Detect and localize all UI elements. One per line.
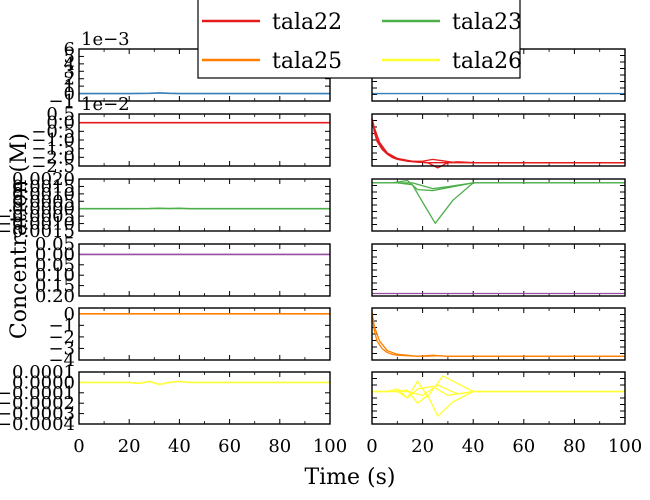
subplot-r3-c1: 0.00200.00150.00100.00050.0000−0.0005−0.… bbox=[0, 169, 331, 242]
x-tick-label: 40 bbox=[462, 436, 485, 457]
x-tick-label: 20 bbox=[118, 436, 141, 457]
legend-label-tala23: tala23 bbox=[452, 10, 522, 35]
y-tick-label: 3 bbox=[64, 61, 75, 82]
series-line-1 bbox=[79, 380, 330, 386]
y-tick-label: −0.5 bbox=[31, 121, 75, 142]
axes-frame bbox=[371, 178, 626, 232]
y-tick-label: 0.0000 bbox=[12, 199, 75, 220]
x-tick-label: 60 bbox=[218, 436, 241, 457]
series-line-2 bbox=[372, 389, 625, 417]
legend-label-tala25: tala25 bbox=[272, 49, 342, 74]
series-line-1 bbox=[372, 179, 625, 192]
y-tick-label: 0.20 bbox=[35, 286, 75, 307]
y-tick-label: 6 bbox=[64, 39, 75, 60]
y-tick-label: −1 bbox=[48, 315, 75, 336]
y-tick-label: 4 bbox=[64, 54, 75, 75]
y-tick-label: 0 bbox=[64, 304, 75, 325]
y-tick-label: 0.15 bbox=[35, 276, 75, 297]
x-tick-label: 80 bbox=[268, 436, 291, 457]
series-line-1 bbox=[79, 92, 330, 95]
series-line-1 bbox=[371, 312, 625, 357]
x-tick-label: 100 bbox=[608, 436, 642, 457]
axes-frame bbox=[78, 243, 331, 297]
y-tick-label: −0.0015 bbox=[0, 221, 75, 242]
y-tick-label: 0.05 bbox=[35, 234, 75, 255]
axes-frame bbox=[371, 243, 626, 297]
y-tick-label: 2 bbox=[64, 69, 75, 90]
y-tick-label: 0.10 bbox=[35, 265, 75, 286]
subplot-r4-c1: 0.050.000.050.100.150.20 bbox=[35, 234, 331, 307]
y-tick-label: −0.0003 bbox=[0, 404, 75, 425]
subplot-grid: 6543210−11e−30.50.0−0.5−1.0−1.5−2.0−2.51… bbox=[0, 29, 642, 457]
series-line-3 bbox=[372, 182, 625, 190]
y-tick-label: −2.5 bbox=[31, 156, 75, 177]
y-tick-label: −0.0004 bbox=[0, 414, 75, 435]
legend-frame bbox=[197, 0, 521, 79]
y-tick-label: 0.05 bbox=[35, 255, 75, 276]
series-line-3 bbox=[371, 118, 625, 164]
legend-label-tala26: tala26 bbox=[452, 49, 522, 74]
x-tick-label: 60 bbox=[512, 436, 535, 457]
subplot-r5-c2 bbox=[371, 307, 626, 361]
series-line-1 bbox=[371, 118, 625, 164]
axes-frame bbox=[78, 113, 331, 167]
subplot-r3-c2 bbox=[371, 178, 626, 232]
y-tick-label: 0.0010 bbox=[12, 184, 75, 205]
y-tick-label: −1.0 bbox=[31, 130, 75, 151]
subplot-r2-c1: 0.50.0−0.5−1.0−1.5−2.0−2.5 1e−2 bbox=[31, 94, 331, 177]
series-line-2 bbox=[372, 182, 625, 224]
series-line-4 bbox=[372, 384, 625, 397]
series-line-1 bbox=[372, 375, 625, 399]
legend: tala22 tala23 tala25 tala26 bbox=[197, 0, 522, 79]
y-tick-label: −1 bbox=[48, 91, 75, 112]
axes-frame bbox=[371, 113, 626, 167]
axes-frame bbox=[78, 371, 331, 425]
y-tick-label: −1.5 bbox=[31, 139, 75, 160]
y-tick-label: −3 bbox=[48, 338, 75, 359]
y-tick-label: 5 bbox=[64, 46, 75, 67]
subplot-r6-c2: 0 20 40 60 80 100 bbox=[366, 371, 642, 457]
axis-offset-label: 1e−3 bbox=[81, 29, 130, 50]
y-tick-label: 0.0000 bbox=[12, 372, 75, 393]
y-tick-label: 0.0005 bbox=[12, 191, 75, 212]
subplot-r6-c1: 0.00010.0000−0.0001−0.0002−0.0003−0.0004… bbox=[0, 362, 347, 457]
x-tick-label: 20 bbox=[411, 436, 434, 457]
y-tick-label: −4 bbox=[48, 350, 75, 371]
subplot-r2-c2 bbox=[371, 113, 626, 169]
y-tick-label: 0.0001 bbox=[12, 362, 75, 383]
axis-offset-label: 1e−2 bbox=[81, 94, 130, 115]
series-line-2 bbox=[371, 312, 625, 357]
subplot-r5-c1: 0−1−2−3−4 bbox=[48, 304, 331, 371]
y-tick-label: 0 bbox=[64, 84, 75, 105]
x-tick-label: 100 bbox=[313, 436, 347, 457]
y-tick-label: 0.0 bbox=[46, 113, 75, 134]
y-tick-label: −2 bbox=[48, 327, 75, 348]
x-tick-label: 0 bbox=[366, 436, 377, 457]
y-axis-label: Concentration (M) bbox=[7, 133, 32, 339]
y-tick-label: 0.5 bbox=[46, 104, 75, 125]
y-tick-label: 0.0020 bbox=[12, 169, 75, 190]
y-tick-label: −0.0002 bbox=[0, 393, 75, 414]
y-tick-label: −0.0001 bbox=[0, 383, 75, 404]
y-tick-label: 0.00 bbox=[35, 244, 75, 265]
axes-frame bbox=[78, 178, 331, 232]
axes-frame bbox=[371, 307, 626, 361]
y-tick-label: −0.0005 bbox=[0, 206, 75, 227]
legend-label-tala22: tala22 bbox=[272, 10, 342, 35]
y-tick-label: 1 bbox=[64, 76, 75, 97]
subplot-r4-c2 bbox=[371, 243, 626, 297]
axes-frame bbox=[78, 307, 331, 361]
x-tick-label: 80 bbox=[563, 436, 586, 457]
x-tick-label: 0 bbox=[73, 436, 84, 457]
x-axis-label: Time (s) bbox=[304, 465, 395, 490]
y-tick-label: −2.0 bbox=[31, 147, 75, 168]
y-tick-label: −0.0010 bbox=[0, 214, 75, 235]
axes-frame bbox=[371, 371, 626, 425]
y-tick-label: 0.0015 bbox=[12, 176, 75, 197]
x-tick-label: 40 bbox=[168, 436, 191, 457]
